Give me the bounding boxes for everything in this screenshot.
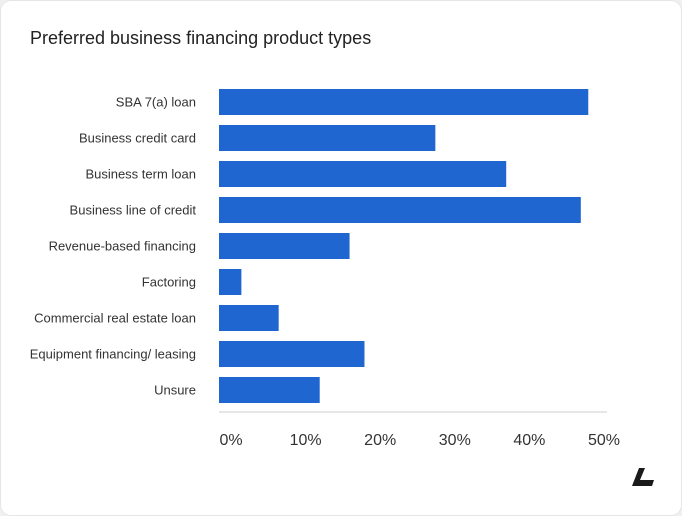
bar — [219, 377, 320, 403]
category-label: Factoring — [142, 275, 196, 290]
bar — [219, 125, 436, 151]
category-label: Business credit card — [79, 131, 196, 146]
x-tick-label: 0% — [219, 432, 242, 449]
category-label: Business line of credit — [70, 203, 197, 218]
category-labels: SBA 7(a) loan Business credit card Busines… — [30, 95, 197, 398]
x-tick-labels: 0% 10% 20% 30% 40% 50% — [219, 432, 620, 449]
category-label: Business term loan — [85, 167, 196, 182]
bar — [219, 197, 581, 223]
bar — [219, 269, 242, 295]
bar — [219, 89, 589, 115]
x-tick-label: 10% — [290, 432, 322, 449]
category-label: SBA 7(a) loan — [116, 95, 196, 110]
chart-title: Preferred business financing product typ… — [30, 28, 372, 48]
x-tick-label: 40% — [513, 432, 545, 449]
x-tick-label: 20% — [364, 432, 396, 449]
bar — [219, 341, 365, 367]
lendio-logo-icon — [632, 468, 654, 486]
category-label: Commercial real estate loan — [34, 311, 196, 326]
bar — [219, 233, 350, 259]
x-tick-label: 30% — [439, 432, 471, 449]
category-label: Revenue-based financing — [49, 239, 196, 254]
bar — [219, 305, 279, 331]
bars-group — [219, 89, 589, 403]
x-tick-label: 50% — [588, 432, 620, 449]
category-label: Unsure — [154, 383, 196, 398]
category-label: Equipment financing/ leasing — [30, 347, 196, 362]
bar — [219, 161, 507, 187]
